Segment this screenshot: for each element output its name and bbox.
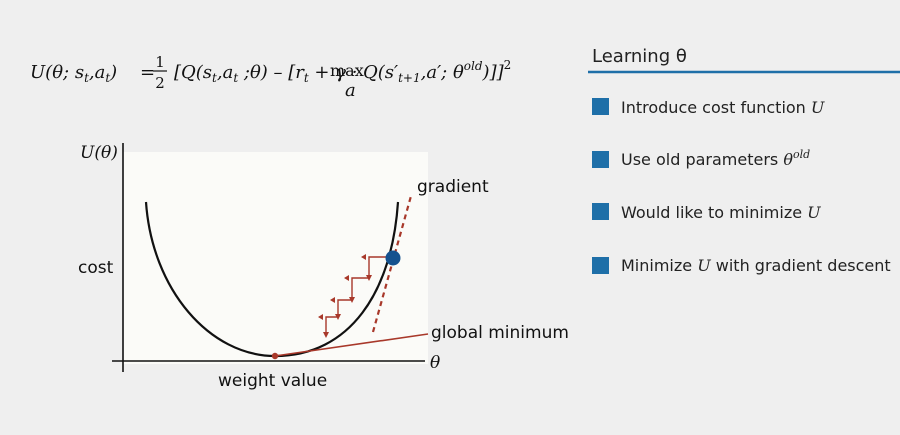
y-axis-label: U(θ) xyxy=(80,143,118,163)
minimum-label: global minimum xyxy=(431,323,569,343)
plot-area xyxy=(123,152,428,364)
svg-text:Q(s′t+1,a′; θold)]]2: Q(s′t+1,a′; θold)]]2 xyxy=(363,58,511,85)
bullet-text: Would like to minimize U xyxy=(621,203,821,222)
x-axis-symbol: θ xyxy=(430,353,440,373)
gradient-tangent xyxy=(371,195,413,333)
gradient-label: gradient xyxy=(417,177,489,197)
bullet-item-4: Minimize U with gradient descent xyxy=(592,256,891,275)
current-point xyxy=(385,250,401,266)
cost-diagram: U(θ) cost weight value θ gradient global… xyxy=(78,143,569,391)
bullet-square-icon xyxy=(592,98,609,115)
sidebar-title: Learning θ xyxy=(592,46,687,67)
bullet-item-1: Introduce cost function U xyxy=(592,98,825,117)
bullet-square-icon xyxy=(592,203,609,220)
formula-max-sub: a xyxy=(345,80,356,101)
bullet-text: Use old parameters θold xyxy=(621,148,810,169)
bullet-item-3: Would like to minimize U xyxy=(592,203,821,222)
bullet-item-2: Use old parameters θold xyxy=(592,148,810,169)
cost-formula: U(θ; st,at) = 1 2 [Q(st,at ;θ) – [rt + γ… xyxy=(30,53,511,101)
formula-frac-num: 1 xyxy=(155,53,165,71)
bullet-text: Minimize U with gradient descent xyxy=(621,256,891,275)
bullet-square-icon xyxy=(592,257,609,274)
minimum-point xyxy=(271,352,279,360)
svg-text:[Q(st,at ;θ) – [rt + γ ·: [Q(st,at ;θ) – [rt + γ · xyxy=(174,62,357,85)
x-axis-label: weight value xyxy=(218,371,327,391)
minimum-leader xyxy=(274,333,429,357)
formula-frac-den: 2 xyxy=(155,74,165,92)
descent-arrowheads xyxy=(318,254,372,338)
formula-max: max xyxy=(330,61,364,80)
formula-q: [Q(s xyxy=(174,62,212,83)
bullet-square-icon xyxy=(592,151,609,168)
y-side-label: cost xyxy=(78,258,114,278)
sidebar: Learning θ Introduce cost function U Use… xyxy=(588,46,900,275)
formula-lhs: U(θ; s xyxy=(30,62,84,83)
formula-equals: = xyxy=(140,62,155,83)
bullet-text: Introduce cost function U xyxy=(621,98,825,117)
svg-text:U(θ; st,at): U(θ; st,at) xyxy=(30,62,117,85)
formula-q2: Q(s′ xyxy=(363,62,398,83)
